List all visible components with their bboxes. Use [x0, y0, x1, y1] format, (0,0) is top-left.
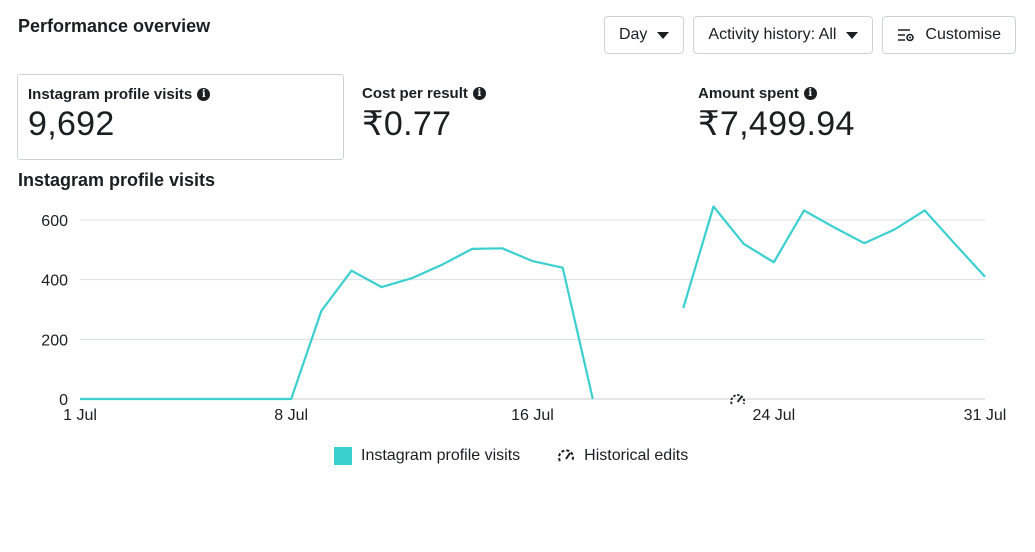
y-tick-label: 600 [41, 213, 68, 230]
metric-value: ₹7,499.94 [698, 105, 855, 143]
chart-title: Instagram profile visits [18, 170, 216, 190]
y-tick-label: 400 [41, 273, 68, 290]
activity-history-dropdown[interactable]: Activity history: All [693, 16, 874, 54]
metric-label: Cost per result [362, 85, 468, 102]
caret-down-icon [657, 31, 670, 39]
toolbar: Day Activity history: All Customise [603, 16, 1016, 54]
historical-edit-marker[interactable] [730, 394, 746, 405]
metric-label: Instagram profile visits [28, 86, 193, 103]
metric-card-amount-spent[interactable]: Amount spent i ₹7,499.94 [688, 74, 1008, 160]
customise-button[interactable]: Customise [882, 16, 1016, 54]
metric-card-profile-visits[interactable]: Instagram profile visits i 9,692 [17, 74, 344, 160]
chart-legend: Instagram profile visits Historical edit… [334, 446, 688, 466]
metrics-row: Instagram profile visits i 9,692 Cost pe… [17, 74, 1017, 160]
info-icon[interactable]: i [803, 87, 817, 100]
caret-down-icon [846, 31, 859, 39]
historical-edits-icon [558, 449, 575, 462]
series-line [80, 247, 594, 401]
day-dropdown-label: Day [618, 26, 648, 43]
activity-history-label: Activity history: All [708, 26, 837, 43]
metric-value: ₹0.77 [362, 105, 452, 143]
customise-label: Customise [925, 26, 1001, 43]
metric-label-wrap: Amount spent i [698, 85, 998, 102]
metric-label-wrap: Cost per result i [362, 85, 662, 102]
series-line [682, 205, 986, 309]
x-tick-label: 24 Jul [752, 407, 795, 424]
legend-label-historical-edits[interactable]: Historical edits [584, 447, 689, 464]
x-tick-label: 8 Jul [274, 407, 308, 424]
metric-label-wrap: Instagram profile visits i [28, 86, 333, 103]
line-chart: 0 200 400 600 1 Jul 8 Jul 16 Jul 24 Jul 31 Jul [41, 205, 1007, 424]
legend-label-series[interactable]: Instagram profile visits [361, 447, 521, 464]
x-tick-label: 31 Jul [964, 407, 1007, 424]
page-title: Performance overview [18, 16, 211, 36]
info-icon[interactable]: i [197, 88, 211, 101]
customise-icon [898, 29, 915, 42]
day-dropdown[interactable]: Day [603, 16, 685, 54]
x-tick-label: 1 Jul [63, 407, 97, 424]
metric-value: 9,692 [28, 105, 115, 143]
y-tick-label: 200 [41, 332, 68, 349]
info-icon[interactable]: i [472, 87, 486, 100]
metric-card-cost-per-result[interactable]: Cost per result i ₹0.77 [352, 74, 672, 160]
x-tick-label: 16 Jul [511, 407, 554, 424]
legend-swatch [334, 447, 352, 465]
metric-label: Amount spent [698, 85, 799, 102]
y-tick-label: 0 [59, 392, 68, 409]
